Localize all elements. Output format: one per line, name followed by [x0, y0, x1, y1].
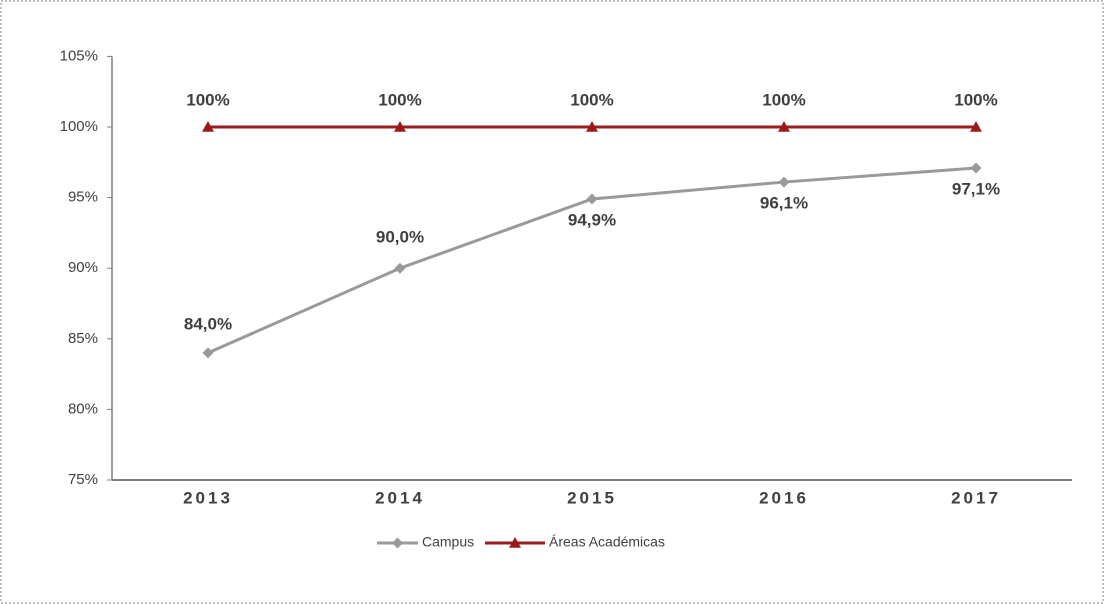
data-label: 94,9%: [568, 210, 616, 229]
marker: [586, 121, 598, 132]
y-tick-label: 80%: [68, 400, 98, 417]
y-tick-label: 95%: [68, 189, 98, 206]
data-label: 100%: [762, 90, 805, 109]
marker: [394, 121, 406, 132]
data-label: 100%: [186, 90, 229, 109]
x-tick-label: 2016: [759, 488, 809, 507]
marker: [970, 121, 982, 132]
legend-label: Campus: [422, 534, 474, 550]
legend-marker: [392, 537, 403, 549]
x-tick-label: 2015: [567, 488, 617, 507]
marker: [778, 121, 790, 132]
data-label: 100%: [954, 90, 997, 109]
y-tick-label: 75%: [68, 471, 98, 488]
data-label: 84,0%: [184, 314, 232, 333]
legend-label: Áreas Académicas: [549, 534, 665, 550]
data-label: 97,1%: [952, 179, 1000, 198]
marker: [778, 176, 790, 188]
y-tick-label: 85%: [68, 330, 98, 347]
x-tick-label: 2017: [951, 488, 1001, 507]
marker: [202, 347, 214, 359]
data-label: 100%: [570, 90, 613, 109]
legend-marker: [509, 537, 521, 548]
y-tick-label: 100%: [60, 118, 98, 135]
y-tick-label: 90%: [68, 259, 98, 276]
data-label: 96,1%: [760, 194, 808, 213]
y-tick-label: 105%: [60, 47, 98, 64]
marker: [202, 121, 214, 132]
marker: [970, 162, 982, 174]
marker: [394, 262, 406, 274]
x-tick-label: 2014: [375, 488, 425, 507]
data-label: 100%: [378, 90, 421, 109]
x-tick-label: 2013: [183, 488, 233, 507]
data-label: 90,0%: [376, 228, 424, 247]
marker: [586, 193, 598, 205]
